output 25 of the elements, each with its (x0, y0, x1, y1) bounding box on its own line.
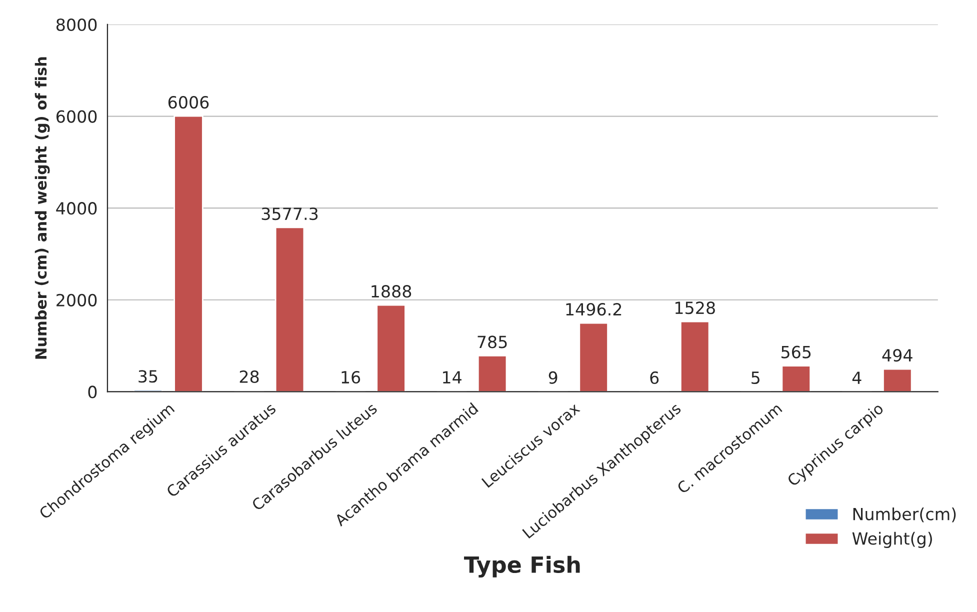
data-label: 6006 (168, 96, 209, 109)
data-label: 1888 (372, 285, 412, 298)
y-axis-title: Number (cm) and weight (g) of fish (34, 57, 50, 359)
data-label: 494 (882, 349, 912, 362)
data-label: 5 (752, 372, 760, 384)
data-label: 6 (650, 371, 659, 384)
y-tick-label: 0 (88, 386, 97, 398)
legend-label: Number(cm) (853, 507, 956, 522)
data-label: 3577.3 (262, 207, 318, 220)
data-label: 1528 (675, 302, 715, 314)
data-label: 4 (852, 372, 862, 384)
data-label: 785 (478, 336, 507, 348)
data-label: 28 (240, 370, 259, 383)
y-tick-label: 6000 (56, 110, 97, 123)
legend-label: Weight(g) (852, 532, 932, 548)
data-label: 16 (342, 370, 360, 384)
data-label: 35 (138, 370, 158, 383)
data-label: 565 (782, 346, 811, 358)
y-tick-label: 2000 (56, 294, 97, 306)
data-label: 1496.2 (566, 303, 622, 316)
y-tick-label: 8000 (56, 18, 97, 32)
y-tick-label: 4000 (56, 202, 97, 215)
x-axis-title: Type Fish (464, 556, 580, 578)
data-label: 9 (548, 371, 558, 384)
data-label: 14 (443, 371, 462, 384)
